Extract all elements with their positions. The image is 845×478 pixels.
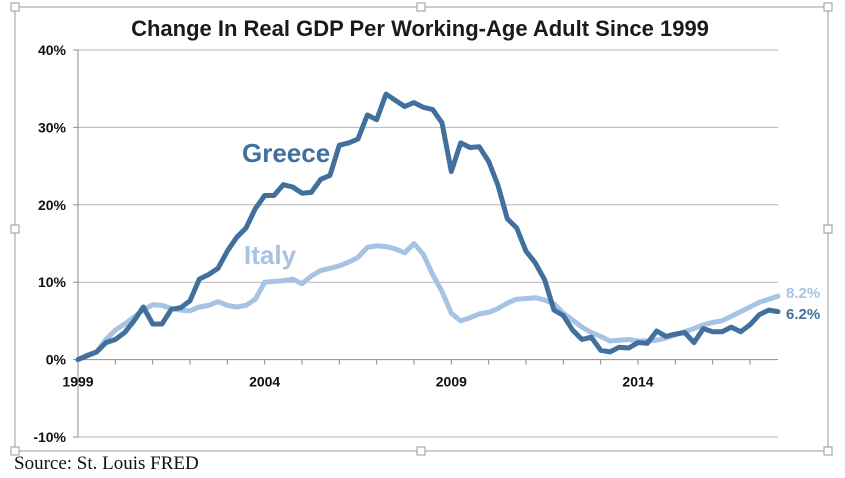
- y-tick-label-0: -10%: [33, 429, 66, 445]
- x-tick-label-3: 2014: [622, 374, 653, 390]
- source-note: Source: St. Louis FRED: [14, 453, 199, 474]
- italy-end-label: 8.2%: [786, 285, 820, 302]
- resize-handle-bottom-center[interactable]: [416, 446, 426, 456]
- resize-handle-middle-left[interactable]: [10, 224, 20, 234]
- resize-handle-top-right[interactable]: [823, 2, 833, 12]
- axes: [73, 49, 778, 438]
- greece-label: Greece: [242, 138, 330, 168]
- y-tick-label-1: 0%: [46, 352, 67, 368]
- resize-handle-top-center[interactable]: [416, 2, 426, 12]
- series-line-greece: [75, 91, 781, 363]
- y-tick-labels: -10% 0% 10% 20% 30% 40%: [33, 42, 66, 445]
- x-tick-label-2: 2009: [436, 374, 467, 390]
- x-tick-label-1: 2004: [249, 374, 280, 390]
- resize-handle-top-left[interactable]: [10, 2, 20, 12]
- chart-title: Change In Real GDP Per Working-Age Adult…: [131, 16, 709, 41]
- chart-frame: [14, 6, 829, 452]
- y-tick-label-3: 20%: [38, 197, 67, 213]
- x-tick-labels: 1999 2004 2009 2014: [62, 374, 653, 390]
- resize-handle-bottom-left[interactable]: [10, 446, 20, 456]
- greece-end-label: 6.2%: [786, 306, 820, 323]
- series-lines: [75, 91, 781, 363]
- y-tick-label-2: 10%: [38, 274, 67, 290]
- y-tick-label-5: 40%: [38, 42, 67, 58]
- y-tick-label-4: 30%: [38, 119, 67, 135]
- italy-label: Italy: [244, 240, 297, 270]
- gridlines: [78, 49, 778, 438]
- resize-handle-bottom-right[interactable]: [823, 446, 833, 456]
- x-tick-label-0: 1999: [62, 374, 93, 390]
- series-line-italy: [75, 241, 781, 363]
- resize-handle-middle-right[interactable]: [823, 224, 833, 234]
